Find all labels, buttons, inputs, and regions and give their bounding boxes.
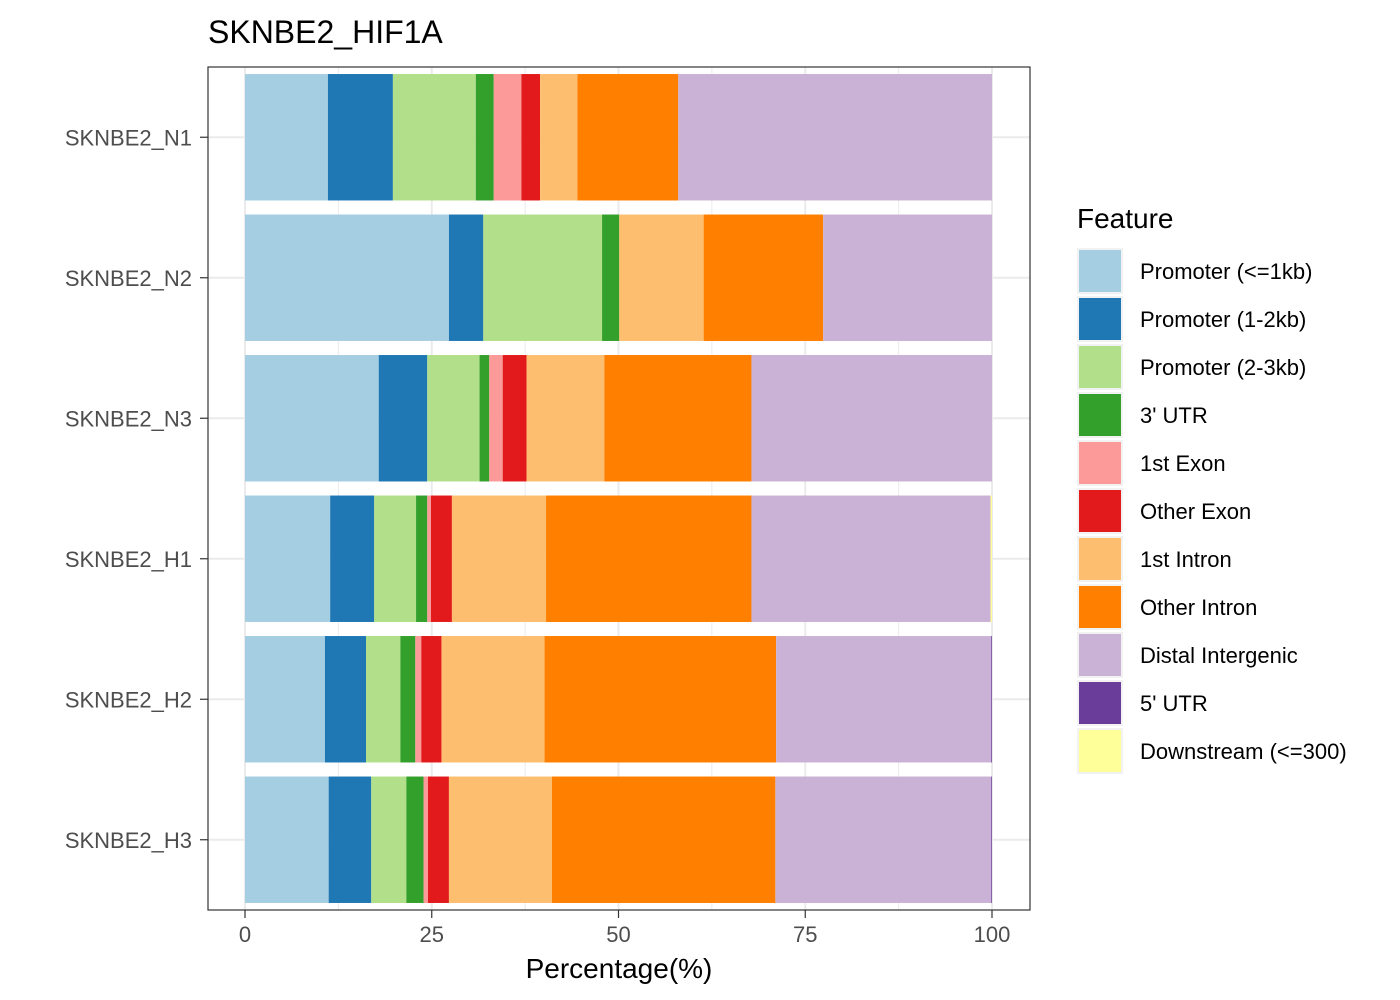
legend-label: Downstream (<=300) — [1140, 739, 1347, 764]
bar-segment — [451, 495, 547, 622]
legend-swatch — [1079, 250, 1121, 292]
bar-segment — [751, 495, 991, 622]
bar-segment — [392, 74, 476, 201]
legend-swatch — [1079, 298, 1121, 340]
bar-segment — [245, 74, 328, 201]
bar-segment — [324, 636, 367, 763]
bar-segment — [991, 776, 992, 903]
bar-segment — [703, 214, 824, 341]
bar-segment — [619, 214, 704, 341]
legend-label: 3' UTR — [1140, 403, 1208, 428]
bar-segment — [577, 74, 679, 201]
bars — [245, 74, 992, 903]
bar-segment — [406, 776, 424, 903]
bar-segment — [423, 776, 429, 903]
bar-segment — [521, 74, 541, 201]
bar-segment — [479, 355, 490, 482]
x-axis-label: Percentage(%) — [526, 953, 713, 984]
bar-segment — [475, 74, 494, 201]
y-tick-label: SKNBE2_H3 — [65, 828, 192, 853]
bar-segment — [448, 776, 553, 903]
legend-swatch — [1079, 490, 1121, 532]
legend-label: 5' UTR — [1140, 691, 1208, 716]
bar-segment — [776, 636, 992, 763]
bar-segment — [245, 495, 331, 622]
bar-segment — [415, 636, 422, 763]
bar-segment — [374, 495, 417, 622]
bar-segment — [416, 495, 428, 622]
x-tick-label: 100 — [974, 922, 1011, 947]
bar-segment — [493, 74, 522, 201]
bar-segment — [371, 776, 407, 903]
bar-segment — [544, 636, 777, 763]
legend-label: 1st Intron — [1140, 547, 1232, 572]
y-tick-label: SKNBE2_N2 — [65, 266, 192, 291]
bar-segment — [489, 355, 503, 482]
x-tick-label: 75 — [793, 922, 817, 947]
bar-segment — [526, 355, 605, 482]
bar-segment — [245, 214, 449, 341]
bar-segment — [328, 776, 372, 903]
bar-segment — [245, 776, 329, 903]
x-tick-label: 50 — [606, 922, 630, 947]
legend-swatch — [1079, 394, 1121, 436]
bar-segment — [441, 636, 545, 763]
x-axis: 0 25 50 75 100 — [239, 910, 1010, 947]
legend-swatch — [1079, 586, 1121, 628]
legend-label: Other Intron — [1140, 595, 1257, 620]
legend-label: Other Exon — [1140, 499, 1251, 524]
bar-segment — [330, 495, 375, 622]
bar-segment — [678, 74, 992, 201]
legend-swatch — [1079, 346, 1121, 388]
bar-segment — [327, 74, 393, 201]
bar-segment — [546, 495, 752, 622]
y-tick-label: SKNBE2_N1 — [65, 125, 192, 150]
legend-label: 1st Exon — [1140, 451, 1226, 476]
bar-segment — [552, 776, 776, 903]
bar-segment — [775, 776, 992, 903]
x-tick-label: 0 — [239, 922, 251, 947]
bar-segment — [427, 355, 480, 482]
y-tick-label: SKNBE2_H1 — [65, 547, 192, 572]
legend-label: Distal Intergenic — [1140, 643, 1298, 668]
legend-label: Promoter (2-3kb) — [1140, 355, 1306, 380]
bar-segment — [428, 776, 449, 903]
y-axis: SKNBE2_N1 SKNBE2_N2 SKNBE2_N3 SKNBE2_H1 SKNB… — [65, 125, 208, 853]
bar-segment — [502, 355, 527, 482]
bar-segment — [378, 355, 428, 482]
bar-segment — [483, 214, 603, 341]
bar-segment — [823, 214, 992, 341]
legend-title: Feature — [1077, 203, 1174, 234]
bar-segment — [245, 355, 379, 482]
bar-segment — [421, 636, 442, 763]
bar-segment — [366, 636, 401, 763]
bar-segment — [602, 214, 620, 341]
legend: Feature Promoter (<=1kb) Promoter (1-2kb)… — [1077, 203, 1347, 774]
bar-segment — [751, 355, 992, 482]
bar-segment — [990, 495, 992, 622]
legend-swatch — [1079, 682, 1121, 724]
legend-swatch — [1079, 730, 1121, 772]
bar-segment — [448, 214, 484, 341]
legend-label: Promoter (1-2kb) — [1140, 307, 1306, 332]
bar-segment — [427, 495, 432, 622]
bar-segment — [540, 74, 578, 201]
bar-segment — [431, 495, 452, 622]
legend-swatch — [1079, 442, 1121, 484]
bar-segment — [991, 636, 992, 763]
bar-segment — [245, 636, 325, 763]
bar-segment — [400, 636, 416, 763]
legend-label: Promoter (<=1kb) — [1140, 259, 1312, 284]
y-tick-label: SKNBE2_N3 — [65, 406, 192, 431]
bar-segment — [604, 355, 752, 482]
chart-title: SKNBE2_HIF1A — [208, 14, 443, 50]
x-tick-label: 25 — [420, 922, 444, 947]
legend-swatch — [1079, 538, 1121, 580]
y-tick-label: SKNBE2_H2 — [65, 687, 192, 712]
legend-swatch — [1079, 634, 1121, 676]
